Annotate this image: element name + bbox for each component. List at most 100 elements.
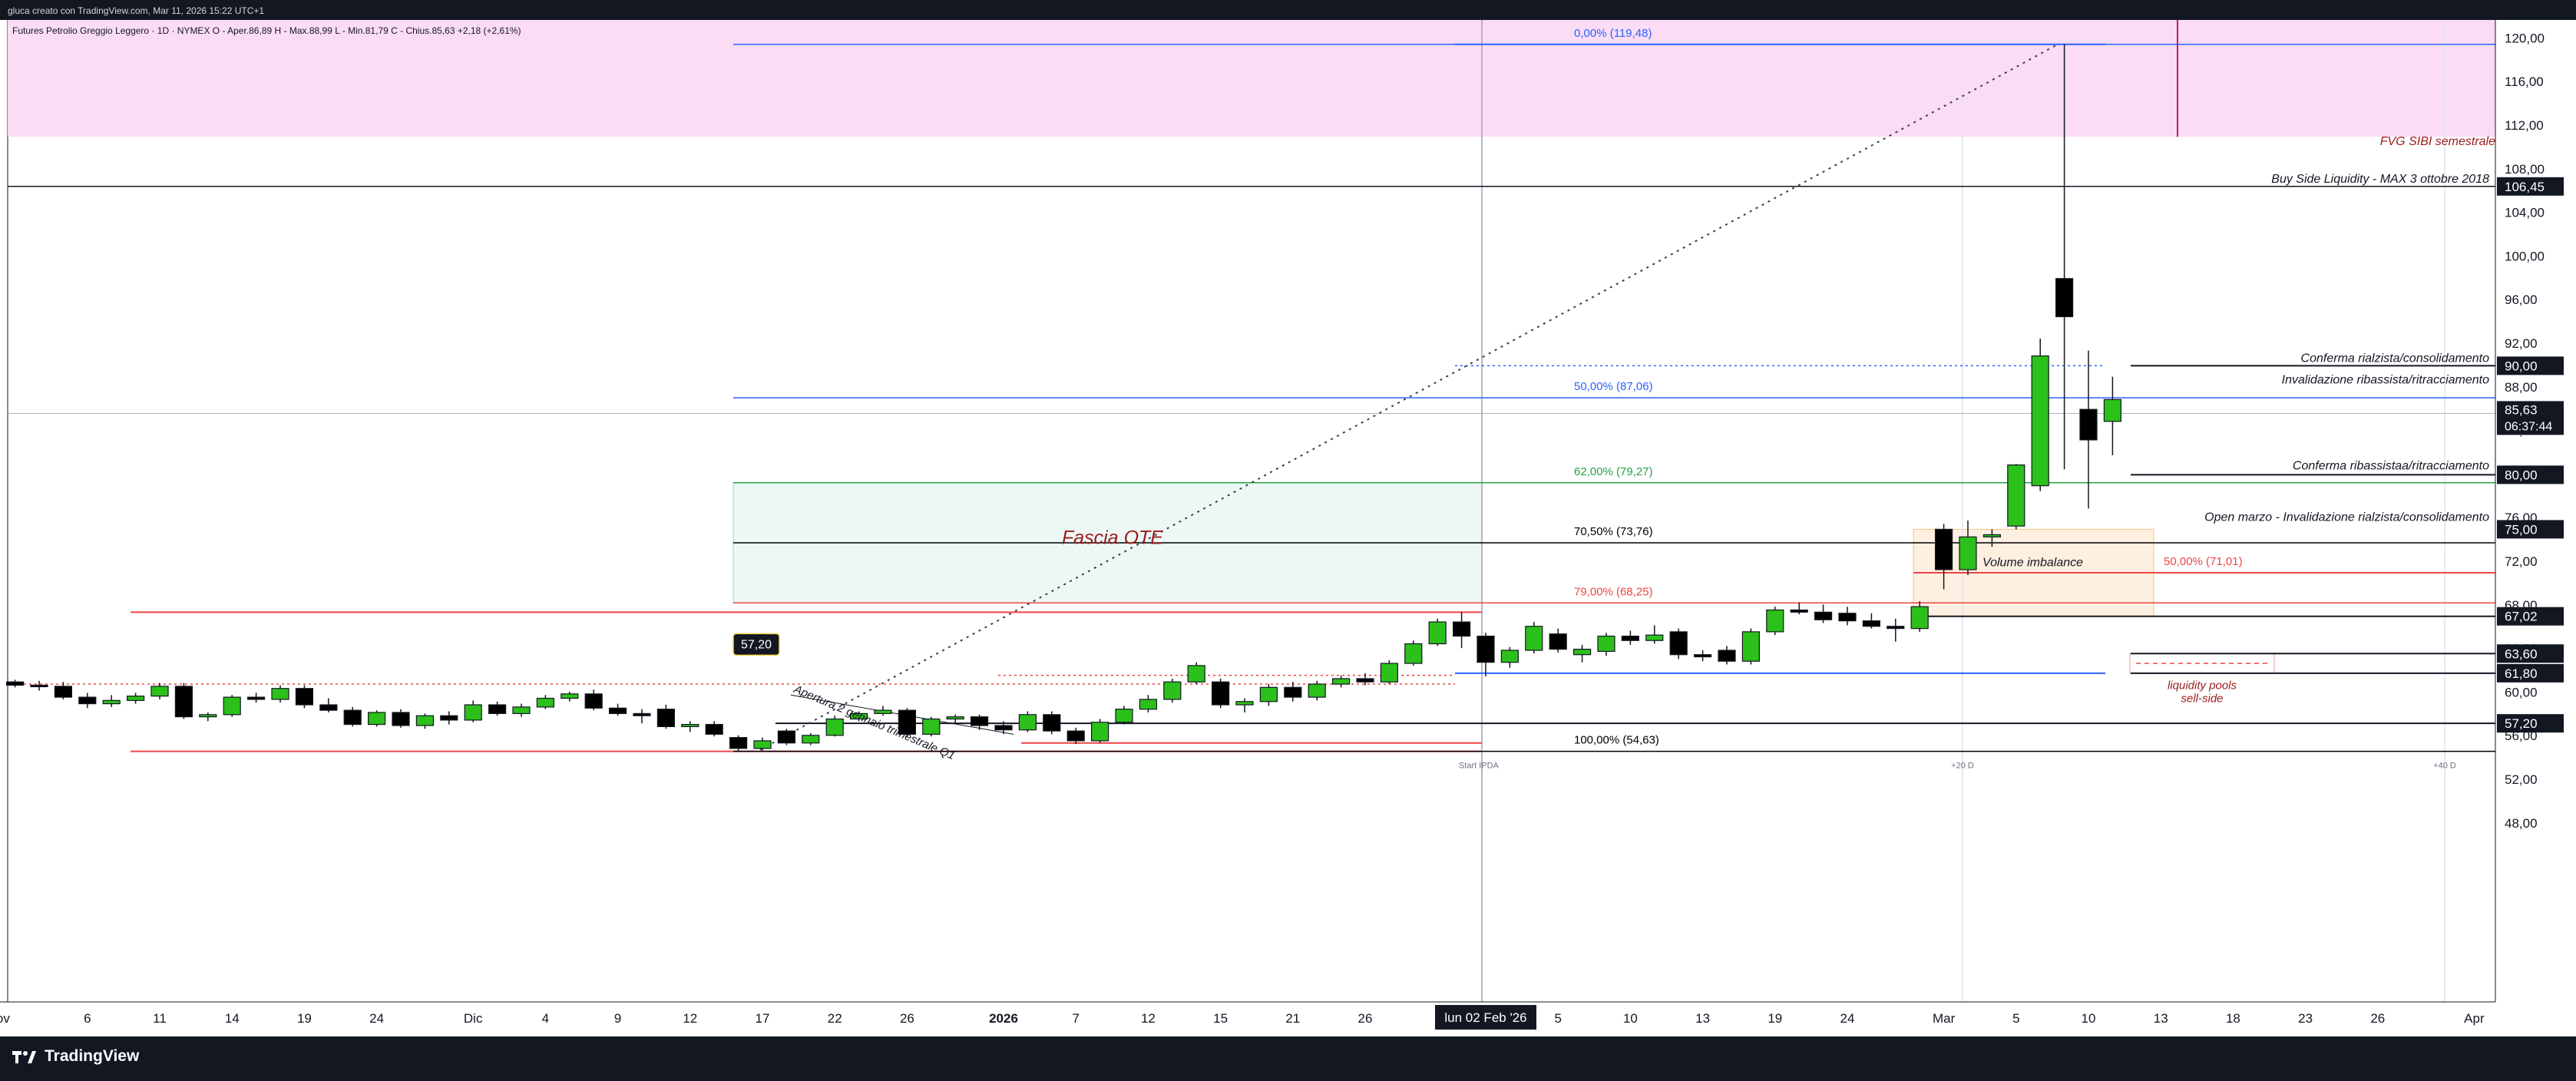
candle-body: [2079, 408, 2098, 441]
x-tick-label: 21: [1285, 1011, 1300, 1026]
candle-body: [1862, 620, 1880, 627]
candle-body: [54, 686, 73, 698]
x-tick-label: 22: [828, 1011, 842, 1026]
candle-body: [1043, 714, 1061, 732]
price-label-box: [2497, 356, 2564, 375]
candle-body: [1549, 633, 1567, 650]
candle-body: [295, 688, 313, 706]
price-label-text: 67,02: [2505, 610, 2538, 624]
price-label-box: [2497, 177, 2564, 196]
plus20-label: +20 D: [1951, 761, 1974, 770]
x-tick-label: 6: [84, 1011, 91, 1026]
candle-body: [1645, 634, 1664, 641]
candle-body: [970, 716, 989, 726]
x-tick-label: 11: [153, 1011, 167, 1026]
candle-body: [464, 704, 482, 721]
candle-body: [1718, 650, 1736, 662]
x-highlight-box: [1435, 1005, 1536, 1030]
x-tick-label: 13: [1695, 1011, 1710, 1026]
candle-body: [1066, 730, 1085, 742]
fib-label-2: 62,00% (79,27): [1574, 465, 1653, 478]
candle-body: [1380, 663, 1399, 683]
x-tick-label: 5: [1554, 1011, 1561, 1026]
x-tick-label: 9: [614, 1011, 621, 1026]
candle-body: [1741, 631, 1760, 662]
x-tick-label: 26: [2370, 1011, 2385, 1026]
candle-body: [512, 706, 531, 714]
x-tick-label: 26: [1358, 1011, 1373, 1026]
candle-body: [874, 709, 892, 714]
candle-body: [368, 712, 386, 726]
candle-body: [1259, 686, 1278, 702]
candle-body: [777, 730, 796, 744]
x-tick-label: 4: [542, 1011, 549, 1026]
candle-body: [1573, 648, 1592, 656]
candle-body: [2031, 355, 2049, 487]
candle-body: [1910, 606, 1929, 630]
bsl-label: Buy Side Liquidity - MAX 3 ottobre 2018: [2271, 173, 2489, 186]
candle-body: [1428, 621, 1447, 645]
candle-body: [1284, 686, 1302, 698]
candle-body: [1187, 665, 1205, 683]
fib-label-0: 0,00% (119,48): [1574, 27, 1652, 40]
candle-body: [1139, 699, 1158, 710]
x-tick-label: 18: [2226, 1011, 2240, 1026]
liquidity-pools-label: liquidity pools: [2168, 679, 2237, 693]
candle-body: [1597, 635, 1615, 653]
y-tick-label: 116,00: [2505, 74, 2544, 89]
candle-body: [6, 681, 25, 686]
x-tick-label: Dic: [464, 1011, 483, 1026]
candle-body: [1887, 626, 1905, 630]
candle-body: [415, 715, 435, 726]
candle-body: [1235, 701, 1254, 706]
tradingview-brand[interactable]: TradingView: [11, 1047, 139, 1066]
candle-body: [1935, 528, 1953, 570]
x-tick-label: ov: [0, 1011, 10, 1026]
invalidazione-ribassista-label: Invalidazione ribassista/ritracciamento: [2282, 374, 2489, 387]
current-price-box: [2497, 401, 2564, 435]
x-tick-label: 12: [683, 1011, 697, 1026]
fascia-ote-label: Fascia OTE: [1062, 527, 1163, 549]
x-tick-label: 12: [1141, 1011, 1156, 1026]
x-tick-label: 5: [2012, 1011, 2019, 1026]
fvg-label: FVG SIBI semestrale: [2380, 135, 2495, 148]
candle-body: [994, 725, 1013, 731]
badge-5720-text: 57,20: [741, 638, 772, 651]
y-tick-label: 120,00: [2505, 31, 2545, 45]
candle-body: [127, 696, 145, 701]
x-tick-label: 10: [2082, 1011, 2096, 1026]
candle-body: [802, 735, 820, 744]
candle-body: [488, 704, 507, 714]
candle-body: [729, 737, 748, 749]
candle-body: [150, 686, 169, 697]
brand-name: TradingView: [45, 1047, 140, 1065]
candle-body: [681, 723, 699, 728]
candle-body: [1018, 714, 1037, 731]
badge-5720: [732, 633, 780, 656]
price-label-text: 61,80: [2505, 666, 2538, 681]
candle-body: [1959, 536, 1977, 570]
candle-body: [174, 686, 193, 718]
candle-body: [633, 712, 651, 716]
fvg-zone: [8, 20, 2495, 137]
y-tick-label: 52,00: [2505, 772, 2538, 787]
price-label-box: [2497, 520, 2564, 539]
candle-body: [343, 709, 362, 726]
x-tick-label: 7: [1072, 1011, 1079, 1026]
y-tick-label: 96,00: [2505, 293, 2538, 307]
y-tick-label: 104,00: [2505, 206, 2545, 220]
candle-body: [561, 693, 579, 699]
candle-body: [1404, 643, 1423, 664]
x-tick-label: 2026: [989, 1011, 1018, 1026]
candle-body: [1500, 650, 1519, 663]
candle-body: [78, 696, 97, 705]
price-label-text: 57,20: [2505, 716, 2538, 731]
x-tick-label: Apr: [2464, 1011, 2485, 1026]
price-label-text: 75,00: [2505, 522, 2538, 537]
plus40-label: +40 D: [2433, 761, 2456, 770]
fib-label-4: 79,00% (68,25): [1574, 585, 1653, 598]
y-tick-label: 72,00: [2505, 554, 2538, 569]
x-tick-label: 23: [2298, 1011, 2313, 1026]
candle-body: [1814, 611, 1833, 620]
